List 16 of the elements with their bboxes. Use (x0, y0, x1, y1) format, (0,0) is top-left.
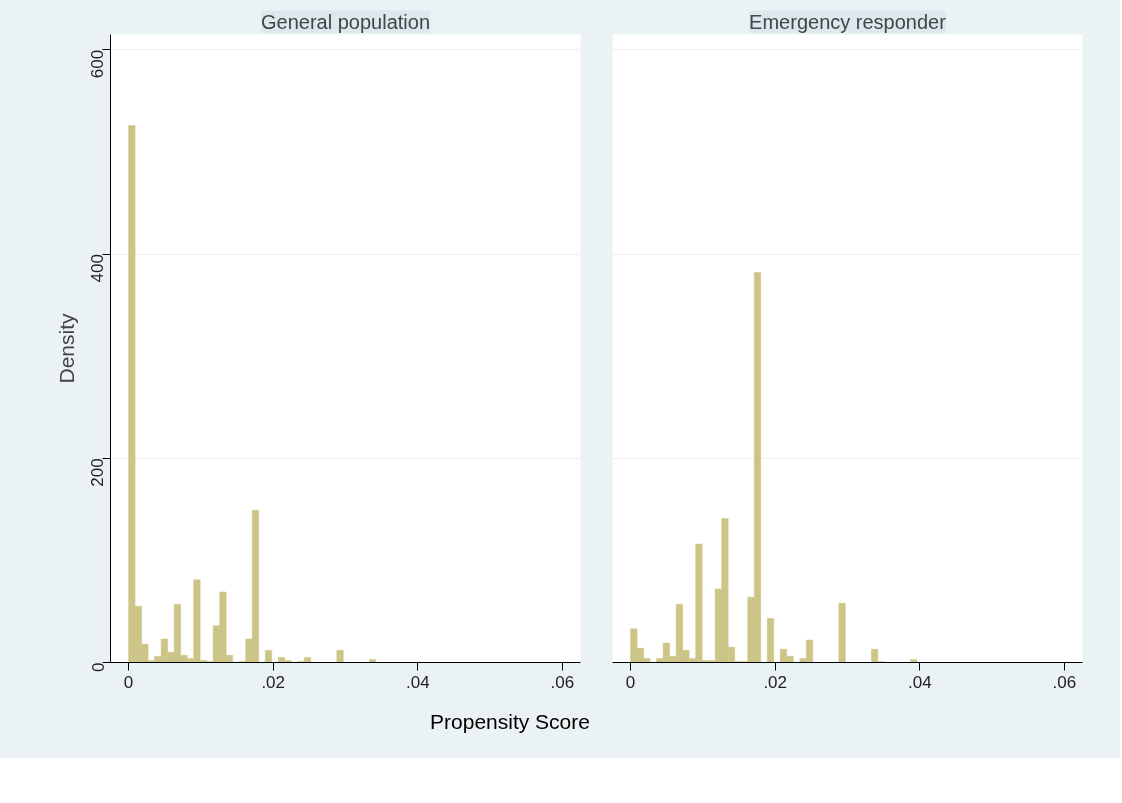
x-tick-label: 0 (123, 672, 134, 692)
y-tick-label: 0 (88, 662, 108, 672)
chart-title: Emergency responder (749, 10, 947, 33)
chart-title: General population (260, 10, 431, 33)
x-tick-label: 0 (625, 672, 636, 692)
y-axis-title: Density (54, 312, 78, 384)
x-tick-label: .04 (907, 672, 932, 692)
y-tick-label: 600 (88, 49, 108, 79)
y-tick-label: 400 (88, 254, 108, 283)
x-tick-label: .02 (763, 672, 788, 692)
x-tick-label: .06 (1052, 672, 1077, 692)
x-axis-title: Propensity Score (430, 709, 590, 735)
x-tick-label: .04 (405, 672, 430, 692)
x-tick-label: .02 (261, 672, 286, 692)
y-tick-label: 200 (88, 458, 108, 487)
x-tick-label: .06 (550, 672, 575, 692)
